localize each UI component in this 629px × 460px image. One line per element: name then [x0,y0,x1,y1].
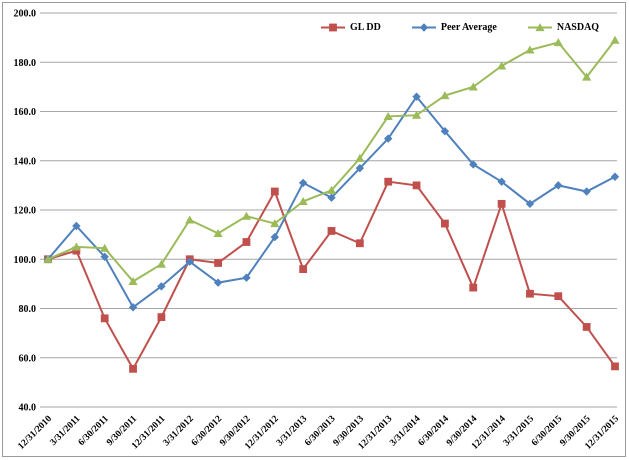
data-point-gldd [554,292,563,301]
data-point-peer-average [100,252,109,261]
data-point-peer-average [497,177,506,186]
data-point-gldd [299,265,308,274]
legend: GL DD Peer Average NASDAQ [320,22,599,33]
data-point-peer-average [554,181,563,190]
data-point-peer-average [384,134,393,143]
data-point-gldd [497,199,506,208]
data-point-nasdaq [610,35,620,44]
data-point-gldd [384,177,393,186]
data-point-peer-average [72,221,81,231]
data-point-nasdaq [582,72,592,81]
legend-marker-nasdaq [535,23,545,32]
data-point-peer-average [270,232,279,242]
data-point-gldd [100,314,109,323]
data-point-nasdaq [383,112,393,121]
data-point-peer-average [412,92,421,101]
data-point-gldd [441,219,449,228]
square-marker-icon [321,23,345,32]
y-axis-tick-label: 160.0 [14,107,37,118]
data-point-peer-average [185,257,194,266]
data-point-gldd [412,181,421,190]
legend-label-nasdaq: NASDAQ [556,22,600,33]
y-axis-tick-label: 200.0 [14,9,37,20]
data-point-peer-average [355,163,365,173]
y-axis-tick-label: 120.0 [14,206,37,217]
data-point-peer-average [242,273,251,282]
data-point-peer-average [298,178,308,188]
data-point-peer-average [327,193,336,202]
y-axis-tick-label: 60.0 [19,353,37,364]
data-point-nasdaq [326,185,337,194]
legend-item-nasdaq: NASDAQ [527,22,599,33]
data-point-peer-average [128,303,138,312]
legend-label-peer-average: Peer Average [440,22,497,33]
data-point-gldd [242,238,251,246]
legend-item-peer-average: Peer Average [411,22,497,33]
legend-label-gldd: GL DD [350,22,381,33]
x-axis-tick-label: 12/31/2010 [16,414,54,452]
data-point-peer-average [525,199,535,209]
y-axis-tick-label: 40.0 [19,403,37,414]
y-axis-tick-label: 80.0 [19,304,37,315]
data-point-nasdaq [241,211,252,220]
data-point-gldd [355,239,364,248]
data-point-gldd [270,187,279,196]
data-point-peer-average [610,172,620,181]
data-point-peer-average [440,127,450,136]
data-point-nasdaq [100,243,110,252]
data-point-nasdaq [156,259,166,268]
data-point-nasdaq [411,110,422,119]
data-point-nasdaq [128,277,138,286]
data-point-gldd [469,283,478,292]
data-point-gldd [582,323,591,331]
data-point-gldd [214,259,222,267]
data-point-nasdaq [468,82,478,91]
data-point-gldd [526,289,534,298]
data-point-nasdaq [553,38,563,47]
triangle-marker-icon [527,23,552,32]
data-point-nasdaq [355,153,365,162]
y-axis-tick-label: 180.0 [14,58,37,69]
diamond-marker-icon [411,23,436,32]
data-point-nasdaq [213,228,223,237]
data-point-gldd [129,364,137,373]
legend-marker-peer-average [419,23,429,32]
y-axis-tick-label: 100.0 [14,255,37,266]
y-axis-tick-label: 140.0 [14,156,37,167]
data-point-gldd [327,227,336,235]
legend-item-gldd: GL DD [320,22,381,33]
data-point-peer-average [213,278,223,287]
data-point-peer-average [582,187,591,196]
data-point-nasdaq [270,219,280,228]
data-point-peer-average [157,282,166,291]
legend-marker-gldd [329,23,337,32]
data-point-nasdaq [185,215,195,224]
data-point-gldd [611,362,619,371]
data-point-nasdaq [525,45,535,54]
data-point-peer-average [469,160,478,169]
data-point-nasdaq [497,61,507,70]
data-point-nasdaq [440,91,450,100]
data-point-nasdaq [43,254,53,263]
data-point-nasdaq [71,242,81,251]
data-point-gldd [157,313,166,322]
data-point-nasdaq [298,196,308,205]
